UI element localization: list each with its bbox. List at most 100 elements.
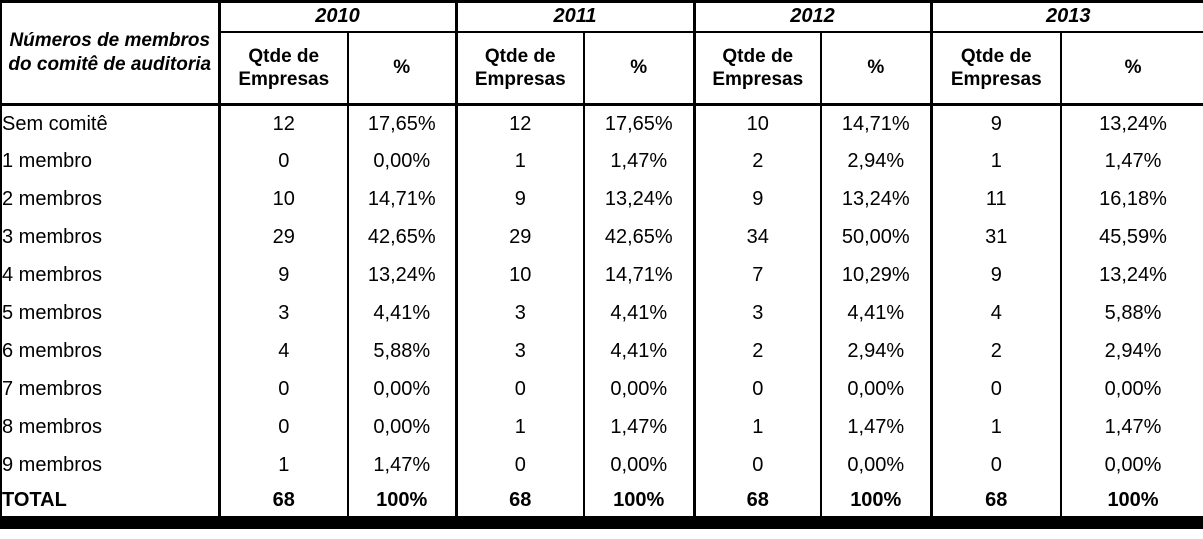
pct-cell: 50,00%	[820, 218, 932, 257]
pct-cell: 0,00%	[820, 446, 932, 485]
year-header-2010: 2010	[217, 1, 456, 33]
pct-cell: 0,00%	[1060, 446, 1203, 485]
qty-cell: 34	[692, 218, 822, 257]
qty-cell: 0	[217, 142, 348, 181]
qty-cell: 29	[454, 218, 584, 257]
pct-cell: 0,00%	[582, 370, 695, 409]
qty-cell: 0	[454, 446, 584, 485]
qty-cell: 9	[692, 180, 822, 219]
row-label: Sem comitê	[1, 104, 221, 143]
pct-cell: 0,00%	[820, 370, 932, 409]
sub-header-row: Qtde de Empresas % Qtde de Empresas % Qt…	[1, 31, 1203, 106]
table-row: 9 membros 1 1,47% 0 0,00% 0 0,00% 0 0,00%	[1, 446, 1203, 485]
qty-cell: 3	[454, 332, 584, 371]
pct-cell: 5,88%	[347, 332, 456, 371]
pct-cell: 1,47%	[820, 408, 932, 447]
pct-cell: 17,65%	[347, 104, 456, 143]
row-label: 9 membros	[1, 446, 221, 485]
pct-column-header: %	[347, 31, 456, 106]
table-row: 1 membro 0 0,00% 1 1,47% 2 2,94% 1 1,47%	[1, 142, 1203, 181]
qty-column-header: Qtde de Empresas	[929, 31, 1062, 106]
qty-cell: 1	[217, 446, 348, 485]
pct-cell: 16,18%	[1060, 180, 1203, 219]
pct-cell: 45,59%	[1060, 218, 1203, 257]
qty-cell: 0	[929, 446, 1062, 485]
qty-cell: 3	[217, 294, 348, 333]
qty-column-header: Qtde de Empresas	[454, 31, 584, 106]
pct-cell: 14,71%	[820, 104, 932, 143]
row-label: 4 membros	[1, 256, 221, 295]
row-label: 7 membros	[1, 370, 221, 409]
pct-cell: 4,41%	[582, 332, 695, 371]
qty-cell: 10	[692, 104, 822, 143]
pct-cell: 42,65%	[347, 218, 456, 257]
table-row: 2 membros 10 14,71% 9 13,24% 9 13,24% 11 16,18%	[1, 180, 1203, 219]
qty-cell: 3	[454, 294, 584, 333]
qty-cell: 0	[454, 370, 584, 409]
pct-cell: 100%	[582, 484, 695, 523]
pct-cell: 14,71%	[347, 180, 456, 219]
pct-cell: 100%	[820, 484, 932, 523]
qty-cell: 68	[929, 484, 1062, 523]
pct-cell: 0,00%	[347, 408, 456, 447]
pct-cell: 1,47%	[347, 446, 456, 485]
table-row: 4 membros 9 13,24% 10 14,71% 7 10,29% 9 13,24%	[1, 256, 1203, 295]
pct-cell: 1,47%	[1060, 408, 1203, 447]
qty-cell: 2	[929, 332, 1062, 371]
qty-cell: 10	[454, 256, 584, 295]
pct-cell: 0,00%	[1060, 370, 1203, 409]
corner-header: Números de membros do comitê de auditori…	[1, 1, 221, 106]
pct-cell: 14,71%	[582, 256, 695, 295]
table-row: 5 membros 3 4,41% 3 4,41% 3 4,41% 4 5,88%	[1, 294, 1203, 333]
pct-column-header: %	[820, 31, 932, 106]
qty-column-header: Qtde de Empresas	[692, 31, 822, 106]
pct-cell: 2,94%	[820, 332, 932, 371]
pct-cell: 13,24%	[1060, 256, 1203, 295]
qty-cell: 1	[929, 408, 1062, 447]
qty-cell: 9	[929, 104, 1062, 143]
qty-cell: 1	[454, 142, 584, 181]
qty-cell: 0	[692, 370, 822, 409]
qty-cell: 3	[692, 294, 822, 333]
qty-cell: 0	[217, 370, 348, 409]
qty-cell: 29	[217, 218, 348, 257]
pct-cell: 42,65%	[582, 218, 695, 257]
pct-column-header: %	[582, 31, 695, 106]
qty-cell: 68	[454, 484, 584, 523]
year-header-2011: 2011	[454, 1, 695, 33]
pct-cell: 4,41%	[582, 294, 695, 333]
pct-cell: 0,00%	[582, 446, 695, 485]
table-row: Sem comitê 12 17,65% 12 17,65% 10 14,71% 9 13,24…	[1, 104, 1203, 143]
row-label: 8 membros	[1, 408, 221, 447]
table-row: 8 membros 0 0,00% 1 1,47% 1 1,47% 1 1,47%	[1, 408, 1203, 447]
qty-cell: 4	[929, 294, 1062, 333]
row-label: 6 membros	[1, 332, 221, 371]
pct-cell: 10,29%	[820, 256, 932, 295]
qty-cell: 4	[217, 332, 348, 371]
table-row: 7 membros 0 0,00% 0 0,00% 0 0,00% 0 0,00%	[1, 370, 1203, 409]
qty-cell: 68	[217, 484, 348, 523]
qty-cell: 2	[692, 332, 822, 371]
pct-cell: 0,00%	[347, 142, 456, 181]
total-row: TOTAL 68 100% 68 100% 68 100% 68 100%	[1, 484, 1203, 523]
qty-cell: 0	[217, 408, 348, 447]
qty-cell: 0	[929, 370, 1062, 409]
qty-cell: 68	[692, 484, 822, 523]
qty-cell: 31	[929, 218, 1062, 257]
qty-cell: 7	[692, 256, 822, 295]
row-label: 5 membros	[1, 294, 221, 333]
pct-cell: 13,24%	[582, 180, 695, 219]
qty-cell: 10	[217, 180, 348, 219]
pct-cell: 1,47%	[1060, 142, 1203, 181]
pct-cell: 100%	[1060, 484, 1203, 523]
pct-cell: 2,94%	[820, 142, 932, 181]
row-label: 2 membros	[1, 180, 221, 219]
pct-cell: 13,24%	[820, 180, 932, 219]
pct-cell: 13,24%	[1060, 104, 1203, 143]
qty-cell: 11	[929, 180, 1062, 219]
qty-cell: 9	[929, 256, 1062, 295]
qty-cell: 1	[929, 142, 1062, 181]
pct-cell: 13,24%	[347, 256, 456, 295]
